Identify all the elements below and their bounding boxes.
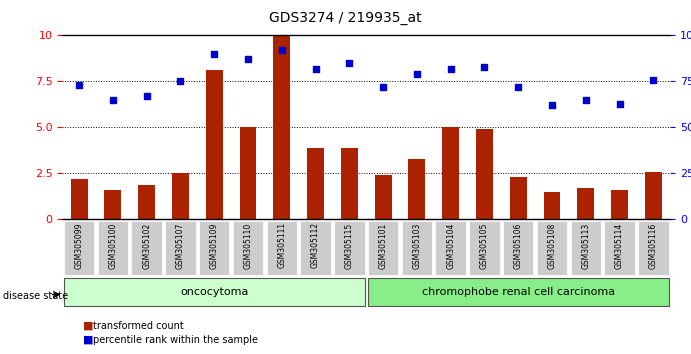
FancyBboxPatch shape <box>97 221 128 275</box>
FancyBboxPatch shape <box>605 221 635 275</box>
Text: GSM305105: GSM305105 <box>480 222 489 269</box>
FancyBboxPatch shape <box>401 221 432 275</box>
Point <box>310 66 321 72</box>
Text: ■: ■ <box>83 321 93 331</box>
Text: GSM305116: GSM305116 <box>649 222 658 269</box>
Bar <box>172 173 189 219</box>
Bar <box>408 159 426 219</box>
FancyBboxPatch shape <box>233 221 263 275</box>
Point <box>411 71 422 77</box>
FancyBboxPatch shape <box>638 221 669 275</box>
Text: GSM305112: GSM305112 <box>311 222 320 268</box>
Text: GSM305099: GSM305099 <box>75 222 84 269</box>
Bar <box>240 127 256 219</box>
FancyBboxPatch shape <box>267 221 297 275</box>
FancyBboxPatch shape <box>368 278 669 306</box>
Bar <box>442 127 459 219</box>
Text: GSM305104: GSM305104 <box>446 222 455 269</box>
Text: percentile rank within the sample: percentile rank within the sample <box>93 335 258 345</box>
Text: GSM305101: GSM305101 <box>379 222 388 269</box>
FancyBboxPatch shape <box>301 221 331 275</box>
Bar <box>375 175 392 219</box>
FancyBboxPatch shape <box>64 278 365 306</box>
Text: GSM305114: GSM305114 <box>615 222 624 269</box>
Point <box>344 60 355 66</box>
FancyBboxPatch shape <box>64 221 94 275</box>
Text: GSM305113: GSM305113 <box>581 222 590 269</box>
Text: GSM305106: GSM305106 <box>513 222 523 269</box>
Point <box>547 103 558 108</box>
Text: GSM305111: GSM305111 <box>277 222 286 268</box>
Bar <box>70 179 88 219</box>
Bar <box>578 188 594 219</box>
Bar <box>274 35 290 219</box>
Bar <box>476 129 493 219</box>
Bar <box>510 177 527 219</box>
FancyBboxPatch shape <box>469 221 500 275</box>
Text: GSM305103: GSM305103 <box>413 222 422 269</box>
Text: GSM305107: GSM305107 <box>176 222 185 269</box>
Point <box>377 84 388 90</box>
Point <box>243 57 254 62</box>
FancyBboxPatch shape <box>537 221 567 275</box>
Point <box>648 77 659 82</box>
Point <box>580 97 591 103</box>
Bar <box>307 148 324 219</box>
Text: transformed count: transformed count <box>93 321 184 331</box>
Point <box>175 79 186 84</box>
FancyBboxPatch shape <box>165 221 196 275</box>
Point <box>445 66 456 72</box>
FancyBboxPatch shape <box>435 221 466 275</box>
Bar <box>611 190 628 219</box>
FancyBboxPatch shape <box>334 221 365 275</box>
Text: ■: ■ <box>83 335 93 345</box>
Text: GSM305110: GSM305110 <box>243 222 252 269</box>
Text: GSM305108: GSM305108 <box>547 222 556 269</box>
FancyBboxPatch shape <box>131 221 162 275</box>
Point <box>614 101 625 106</box>
Point <box>73 82 84 88</box>
FancyBboxPatch shape <box>368 221 398 275</box>
Text: disease state: disease state <box>3 291 68 301</box>
FancyBboxPatch shape <box>571 221 601 275</box>
Text: GSM305100: GSM305100 <box>108 222 117 269</box>
Point <box>276 47 287 53</box>
Bar <box>645 172 662 219</box>
FancyBboxPatch shape <box>199 221 229 275</box>
Bar <box>341 148 358 219</box>
Point <box>513 84 524 90</box>
Text: oncocytoma: oncocytoma <box>180 287 248 297</box>
Point <box>107 97 118 103</box>
FancyBboxPatch shape <box>503 221 533 275</box>
Point <box>141 93 152 99</box>
Text: GSM305109: GSM305109 <box>209 222 219 269</box>
Text: GSM305102: GSM305102 <box>142 222 151 269</box>
Bar <box>104 190 122 219</box>
Bar <box>138 184 155 219</box>
Text: chromophobe renal cell carcinoma: chromophobe renal cell carcinoma <box>422 287 615 297</box>
Text: GDS3274 / 219935_at: GDS3274 / 219935_at <box>269 11 422 25</box>
Bar <box>206 70 223 219</box>
Point <box>479 64 490 69</box>
Point <box>209 51 220 57</box>
Text: GSM305115: GSM305115 <box>345 222 354 269</box>
Bar <box>544 192 560 219</box>
